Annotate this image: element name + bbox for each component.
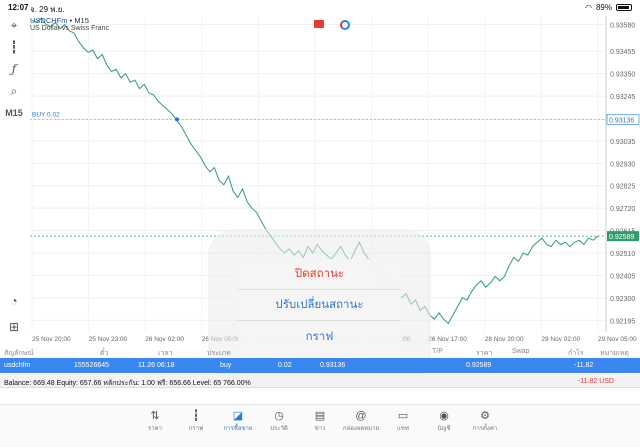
tab-settings[interactable]: ⚙ การตั้งค่า (465, 409, 505, 433)
x-tick-label: 26 Nov 05:00 (202, 336, 241, 343)
wifi-icon: ◠ (585, 3, 592, 12)
current-price-tag-text: 0.92589 (609, 234, 634, 241)
x-tick-label: 25 Nov 20:00 (32, 336, 71, 343)
tab-quotes[interactable]: ⇅ ราคา (135, 409, 175, 433)
status-time: 12:07 (8, 3, 29, 12)
buy-price-tag (606, 114, 640, 125)
buy-price-tag-text: 0.93136 (609, 117, 634, 124)
x-tick-label: 25 Nov 23:00 (89, 336, 128, 343)
y-tick-label: 0.92405 (610, 273, 635, 280)
table-row[interactable]: usdchfm 155526645 11.26 06:18 buy 0.02 0… (0, 358, 640, 373)
history-clock-icon: ◷ (274, 410, 284, 422)
tab-news[interactable]: ▤ ข่าว (300, 409, 340, 433)
news-icon: ▤ (314, 410, 326, 422)
x-tick-label: 26 Nov 02:00 (145, 336, 184, 343)
indicators-icon[interactable]: ┇ (10, 40, 18, 54)
tab-trade[interactable]: ◪ การซื้อขาย (218, 409, 258, 433)
price-chart[interactable]: 0.93580 0.93455 0.93350 0.93245 0.93136 0.930… (28, 14, 640, 344)
new-order-icon[interactable]: ⊞ (8, 320, 20, 334)
chat-bubble-icon: ▭ (397, 410, 409, 422)
symbol-name: USDCHFm (30, 16, 68, 25)
swap-arrows-icon: ⇅ (150, 410, 160, 422)
floating-profit: -11.82 USD (577, 378, 614, 385)
price-chart-svg: 0.93580 0.93455 0.93350 0.93245 0.93136 0.930… (30, 16, 640, 343)
function-icon[interactable]: ƒ (11, 62, 17, 76)
trade-chart-icon: ◪ (232, 410, 244, 422)
y-tick-label: 0.92720 (610, 206, 635, 213)
gear-icon: ⚙ (480, 410, 490, 422)
y-tick-label: 0.93455 (610, 49, 635, 56)
x-tick-label: 26 Nov 17:00 (428, 336, 467, 343)
row-time: 11.26 06:18 (138, 362, 175, 369)
price-series-line (31, 17, 599, 325)
col-profit: กำไร (568, 350, 584, 357)
tab-account[interactable]: ◉ บัญชี (424, 409, 464, 433)
y-tick-label: 0.92300 (610, 296, 635, 303)
symbol-separator: • (69, 16, 75, 25)
chart-button[interactable]: กราฟ (305, 330, 334, 343)
timeframe-button[interactable]: M15 (5, 108, 23, 118)
col-ticket: ตั๋ว (100, 350, 109, 357)
symbol-description: US Dollar vs Swiss Franc (30, 25, 109, 32)
bottom-tab-bar: ⇅ ราคา ┇ กราฟ ◪ การซื้อขาย ◷ ประวัติ ▤ ข่าว @… (0, 404, 640, 447)
tab-chart[interactable]: ┇ กราฟ (176, 409, 216, 433)
one-click-trading-icon[interactable] (340, 20, 350, 30)
positions-table-header: สัญลักษณ์ ตั๋ว เวลา ประเภท T/P ราคา Swap… (0, 346, 640, 358)
status-right: ◠ 89% (585, 3, 632, 12)
symbol-timeframe: M15 (74, 16, 89, 25)
balance-summary: Balance: 669.48 Equity: 657.66 หลักประกั… (4, 380, 251, 387)
trade-icon[interactable]: ◔ (10, 294, 18, 308)
account-icon: ◉ (439, 410, 449, 422)
col-price: ราคา (476, 350, 493, 357)
row-ticket: 155526645 (74, 362, 110, 369)
x-tick-label: 29 Nov 02:00 (541, 336, 580, 343)
y-tick-label: 0.93580 (610, 23, 635, 30)
entry-point-marker (175, 117, 180, 122)
y-tick-label: 0.92825 (610, 184, 635, 191)
col-comment: หมายเหตุ (600, 350, 629, 357)
swiss-flag-icon (314, 20, 324, 28)
current-price-tag (607, 231, 639, 242)
col-type: ประเภท (207, 350, 231, 357)
col-symbol: สัญลักษณ์ (4, 350, 34, 357)
status-date: จ. 29 พ.ย. (30, 5, 65, 14)
y-tick-label: 0.93350 (610, 72, 635, 79)
buy-level-label: BUY 0.02 (32, 111, 60, 118)
row-price: 0.92589 (466, 362, 492, 369)
crosshair-icon[interactable]: ⌖ (10, 17, 18, 32)
y-tick-label: 0.92195 (610, 318, 635, 325)
y-tick-label: 0.92510 (610, 251, 635, 258)
symbol-title: USDCHFm • M15 (30, 16, 89, 25)
tab-history[interactable]: ◷ ประวัติ (259, 409, 299, 433)
y-tick-label: 0.93035 (610, 139, 635, 146)
position-context-menu: ปิดสถานะ ปรับเปลี่ยนสถานะ กราฟ (238, 259, 401, 353)
col-swap: Swap (512, 348, 530, 355)
tab-chat[interactable]: ▭ แชท (383, 409, 423, 433)
close-position-button[interactable]: ปิดสถานะ (238, 259, 401, 290)
chart-toolbar: ⌖ ┇ ƒ ⌕ M15 ◔ ⊞ (0, 14, 28, 335)
tab-mailbox[interactable]: @ กล่องจดหมาย (342, 410, 380, 432)
row-open-price: 0.93136 (320, 362, 346, 369)
battery-percent: 89% (595, 3, 612, 12)
x-tick-label: 29 Nov 05:00 (598, 336, 637, 343)
x-tick-label: 28 Nov 20:00 (485, 336, 524, 343)
candles-icon: ┇ (192, 410, 200, 422)
y-tick-label: 0.92930 (610, 161, 635, 168)
col-tp: T/P (432, 348, 443, 355)
status-bar: 12:07 จ. 29 พ.ย. ◠ 89% (0, 0, 640, 14)
modify-position-button[interactable]: ปรับเปลี่ยนสถานะ (238, 290, 401, 321)
row-type: buy (220, 362, 232, 369)
y-tick-label: 0.93245 (610, 94, 635, 101)
row-volume: 0.02 (278, 362, 292, 369)
currency-flags (314, 20, 350, 30)
row-symbol: usdchfm (4, 362, 31, 369)
objects-icon[interactable]: ⌕ (10, 83, 18, 98)
row-profit: -11.82 (574, 362, 594, 369)
at-mail-icon: @ (355, 410, 367, 422)
battery-icon (616, 4, 632, 11)
balance-bar: Balance: 669.48 Equity: 657.66 หลักประกั… (0, 374, 640, 388)
col-time: เวลา (158, 350, 173, 357)
